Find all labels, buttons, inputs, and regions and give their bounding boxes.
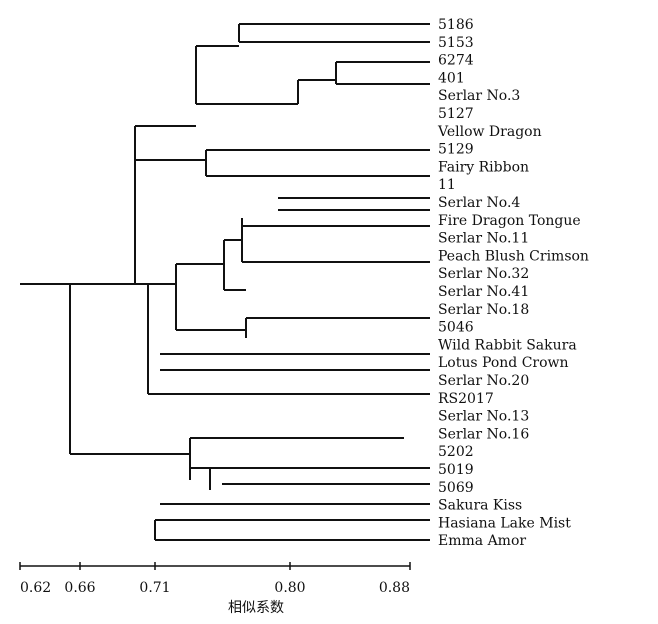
leaf-label: 5127	[438, 106, 474, 122]
axis-tick-label: 0.71	[139, 580, 170, 596]
axis-title: 相似系数	[228, 600, 284, 616]
leaf-label: 5153	[438, 35, 474, 51]
leaf-label: Fairy Ribbon	[438, 159, 529, 175]
leaf-label: 6274	[438, 53, 474, 69]
leaf-label: Wild Rabbit Sakura	[438, 337, 577, 353]
leaf-label: Lotus Pond Crown	[438, 355, 569, 371]
leaf-label: Fire Dragon Tongue	[438, 213, 581, 229]
leaf-label: 5129	[438, 142, 474, 158]
leaf-label: 11	[438, 177, 456, 193]
leaf-label: Emma Amor	[438, 533, 526, 549]
leaf-label: Vellow Dragon	[437, 124, 542, 140]
axis-tick-label: 0.66	[64, 580, 95, 596]
axis-tick-label: 0.80	[274, 580, 305, 596]
leaf-label: Serlar No.16	[438, 426, 529, 442]
leaf-label: Serlar No.13	[438, 409, 529, 425]
leaf-label: 401	[438, 70, 465, 86]
leaf-label: Serlar No.32	[438, 266, 529, 282]
leaf-label: Peach Blush Crimson	[438, 248, 589, 264]
leaf-label: Serlar No.3	[438, 88, 520, 104]
branches	[20, 23, 430, 541]
leaf-label: 5186	[438, 17, 474, 33]
leaf-label: RS2017	[438, 391, 494, 407]
leaf-label: Serlar No.18	[438, 302, 529, 318]
leaf-label: Serlar No.20	[438, 373, 529, 389]
axis-tick-label: 0.88	[379, 580, 410, 596]
leaf-label: 5069	[438, 480, 474, 496]
leaf-label: Sakura Kiss	[438, 498, 522, 514]
leaf-label: 5202	[438, 444, 474, 460]
leaf-label: 5046	[438, 320, 474, 336]
axis-tick-label: 0.62	[20, 580, 51, 596]
leaf-label: Serlar No.41	[438, 284, 529, 300]
leaf-label: Serlar No.4	[438, 195, 520, 211]
leaf-label: Hasiana Lake Mist	[438, 515, 571, 531]
leaf-label: 5019	[438, 462, 474, 478]
leaf-label: Serlar No.11	[438, 231, 529, 247]
similarity-axis: 0.62 0.66 0.71 0.80 0.88	[19, 562, 411, 596]
